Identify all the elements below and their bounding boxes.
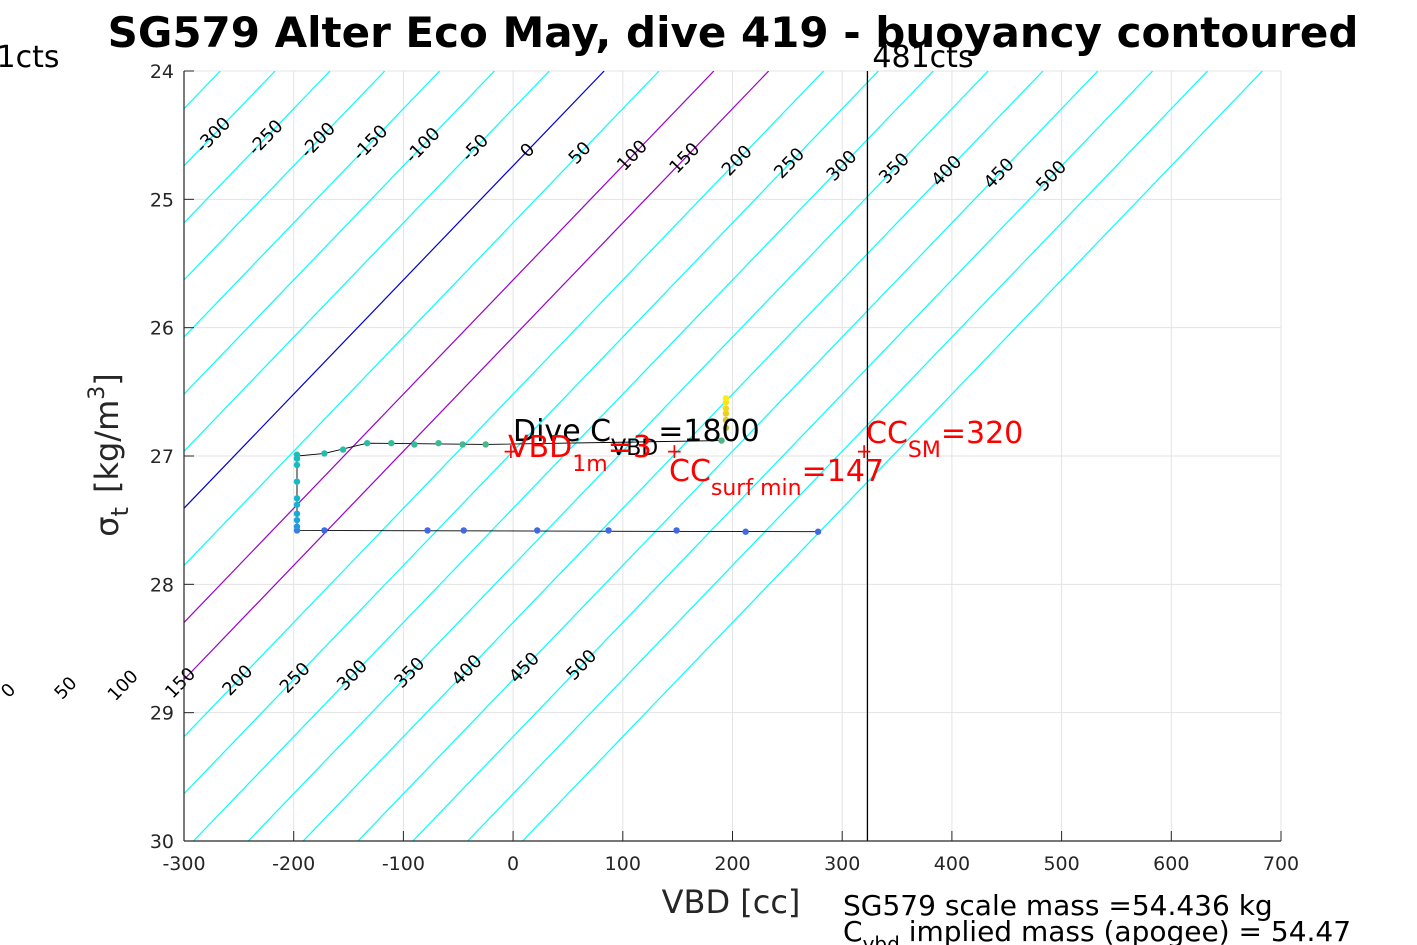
contour-label: 0 — [0, 679, 20, 702]
contour-line — [412, 71, 1154, 841]
marker-plus: + — [503, 439, 520, 463]
contour-line — [184, 71, 441, 338]
markers: + + + — [503, 439, 873, 463]
contour-line — [184, 71, 605, 510]
cc-sm-annotation: CCSM=320 — [866, 416, 1023, 463]
y-axis-symbol: σ — [88, 516, 126, 536]
dive-point — [460, 527, 467, 534]
dive-point — [718, 437, 725, 444]
dive-point — [722, 395, 730, 402]
scale-mass-text: SG579 scale mass =54.436 kg — [843, 889, 1273, 922]
y-axis-units: [kg/m — [88, 400, 126, 493]
marker-plus: + — [666, 439, 683, 463]
x-tick-label: 500 — [1043, 853, 1079, 875]
vertical-line-label: 481cts — [872, 40, 973, 75]
contour-line — [467, 71, 1208, 841]
x-tick-label: 300 — [824, 853, 860, 875]
contour-lines — [0, 71, 1263, 841]
dive-point — [321, 527, 328, 534]
dive-point — [293, 451, 301, 458]
x-axis-label: VBD [cc] — [662, 883, 801, 921]
contour-line — [247, 71, 989, 841]
contour-line — [184, 71, 331, 224]
dive-point — [293, 510, 301, 517]
dive-point — [388, 439, 395, 447]
vbd-1m-annotation: VBD1m=3 — [508, 430, 652, 477]
contour-label: 50 — [50, 673, 81, 704]
cc-surf-min-annotation: CCsurf min=147 — [669, 454, 884, 501]
axes — [183, 70, 1282, 842]
x-tick-label: 100 — [605, 853, 641, 875]
y-tick-label: 24 — [150, 61, 174, 83]
dive-point — [424, 527, 431, 534]
y-axis-units-sup: 3 — [85, 386, 110, 400]
dive-point — [339, 446, 347, 453]
x-tick-label: 400 — [934, 853, 970, 875]
x-tick-labels: -300 -200 -100 0 100 200 300 400 500 600 700 — [162, 853, 1299, 875]
contour-line — [193, 71, 934, 841]
contour-line — [184, 71, 715, 624]
dive-point — [293, 495, 301, 502]
y-tick-label: 29 — [150, 703, 174, 725]
contour-line — [184, 71, 660, 567]
dive-point — [722, 405, 730, 412]
y-tick-label: 28 — [150, 574, 174, 596]
contour-line — [184, 71, 550, 453]
dive-point — [363, 439, 371, 447]
y-axis-units-close: ] — [88, 373, 126, 385]
contour-label: 100 — [104, 666, 143, 705]
dive-point — [673, 527, 680, 534]
x-tick-label: 0 — [507, 853, 519, 875]
dive-point — [722, 416, 730, 424]
contour-line — [184, 71, 770, 681]
dive-point — [814, 528, 822, 535]
dive-point — [411, 441, 418, 448]
dive-point — [722, 424, 730, 431]
contour-line — [357, 71, 1099, 841]
grid-lines — [183, 70, 1282, 842]
contour-line — [184, 71, 824, 738]
contour-line — [184, 71, 879, 795]
marker-plus: + — [856, 439, 873, 463]
left-cts-label: 1cts — [0, 40, 59, 75]
x-tick-label: -100 — [382, 853, 425, 875]
y-tick-label: 27 — [150, 446, 174, 468]
implied-mass-text: Cvbd implied mass (apogee) = 54.47 — [843, 915, 1351, 945]
y-axis-subscript: t — [106, 507, 134, 516]
contour-line — [184, 71, 495, 395]
y-tick-label: 26 — [150, 318, 174, 340]
y-tick-labels: 24 25 26 27 28 29 30 — [150, 61, 174, 853]
y-axis-label: σt [kg/m3] — [85, 373, 134, 536]
x-tick-label: -300 — [162, 853, 205, 875]
contour-line — [302, 71, 1044, 841]
dive-points — [293, 395, 822, 535]
x-tick-label: 700 — [1263, 853, 1299, 875]
contour-line — [184, 71, 386, 281]
x-tick-label: 600 — [1153, 853, 1189, 875]
dive-point — [722, 410, 730, 417]
dive-point — [435, 439, 442, 447]
contour-line — [522, 71, 1263, 841]
dive-point — [293, 478, 301, 485]
chart-title: SG579 Alter Eco May, dive 419 - buoyancy… — [108, 8, 1359, 57]
contour-line — [0, 71, 165, 841]
dive-point — [534, 527, 541, 534]
dive-point — [293, 523, 301, 530]
dive-point — [321, 450, 328, 457]
dive-point — [742, 528, 749, 535]
dive-point — [293, 501, 301, 508]
y-tick-label: 30 — [150, 831, 174, 853]
x-tick-label: -200 — [272, 853, 315, 875]
dive-point — [293, 516, 301, 524]
dive-point — [459, 441, 466, 448]
x-tick-label: 200 — [714, 853, 750, 875]
y-tick-label: 25 — [150, 189, 174, 211]
dive-point — [482, 441, 489, 448]
dive-c-vbd-annotation: Dive CVBD=1800 — [513, 414, 760, 461]
svg-text:σt[kg/m3]: σt [kg/m3] — [85, 373, 134, 536]
dive-point — [605, 527, 612, 534]
dive-point — [293, 461, 301, 469]
